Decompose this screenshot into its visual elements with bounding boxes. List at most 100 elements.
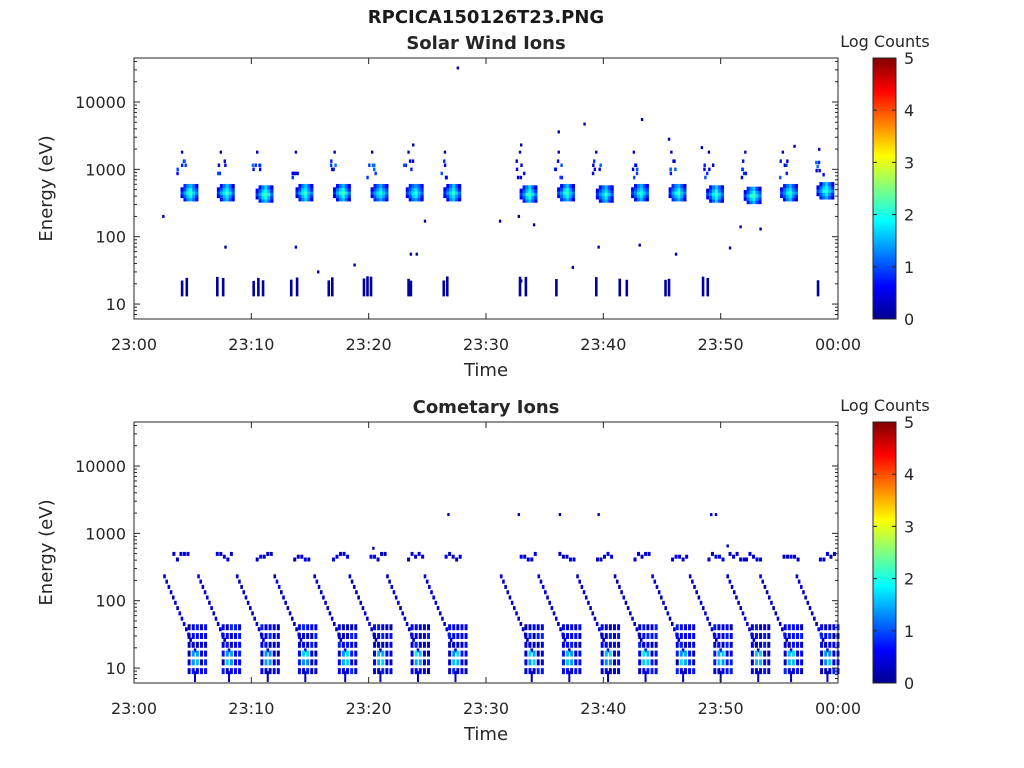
sw-proton-cell <box>382 193 386 199</box>
dispersion-cell <box>445 627 449 632</box>
low-energy-cell <box>306 650 310 657</box>
low-energy-cell <box>763 641 767 648</box>
low-energy-cell <box>644 671 647 683</box>
low-energy-cell <box>276 641 280 648</box>
sw-alpha-cell <box>704 175 707 180</box>
dispersion-cell <box>428 584 431 589</box>
sw-band-cell <box>752 554 756 559</box>
sw-proton-cell <box>310 193 314 199</box>
low-energy-cell <box>566 659 570 666</box>
sw-alpha-cell <box>703 167 706 172</box>
sw-proton-cell <box>568 190 573 195</box>
sw-alpha-cell <box>670 150 673 154</box>
sw-band-cell <box>533 551 537 556</box>
low-energy-cell <box>377 650 381 657</box>
low-energy-cell <box>350 650 354 657</box>
low-energy-cell <box>350 668 354 675</box>
low-energy-cell <box>790 671 793 683</box>
sw-proton-cell <box>307 193 311 199</box>
low-energy-cell <box>302 659 306 666</box>
sw-alpha-cell <box>224 163 227 168</box>
sw-proton-cell <box>709 185 713 190</box>
sw-proton-cell <box>449 197 453 202</box>
scatter-cell <box>162 214 165 218</box>
low-energy-cell <box>204 633 208 640</box>
low-energy-cell <box>448 650 452 657</box>
low-energy-cell <box>646 633 650 640</box>
low-energy-cell <box>346 641 350 648</box>
dispersion-cell <box>660 595 663 600</box>
low-energy-cell <box>225 633 229 640</box>
low-energy-cell <box>642 633 646 640</box>
dispersion-cell <box>290 616 294 621</box>
dispersion-cell <box>606 648 610 653</box>
sw-proton-cell <box>598 185 602 190</box>
low-energy-cell <box>416 671 419 683</box>
sw-proton-cell <box>604 198 608 203</box>
sw-proton-cell <box>752 190 756 195</box>
low-energy-cell <box>679 641 683 648</box>
low-energy-cell <box>600 641 604 648</box>
sw-proton-cell <box>446 193 450 199</box>
sw-alpha-cell <box>560 175 564 180</box>
dispersion-cell <box>374 637 378 642</box>
sw-proton-cell <box>295 190 299 195</box>
low-energy-cell <box>460 624 464 631</box>
dispersion-cell <box>802 590 805 595</box>
low-energy-cell <box>524 633 528 640</box>
sw-proton-cell <box>455 193 459 199</box>
dispersion-cell <box>394 595 398 600</box>
low-energy-cell <box>754 650 758 657</box>
sw-proton-cell <box>825 182 829 187</box>
low-energy-cell <box>448 641 452 648</box>
sw-proton-cell <box>788 190 793 195</box>
low-energy-cell <box>302 641 306 648</box>
dispersion-cell <box>280 590 283 595</box>
low-energy-cell <box>194 671 197 683</box>
scatter-cell <box>739 225 742 229</box>
low-energy-cell <box>272 624 276 631</box>
sw-alpha-cell <box>252 167 255 172</box>
sw-alpha-cell <box>219 150 223 154</box>
low-energy-cell <box>199 641 203 648</box>
low-energy-cell <box>379 671 382 683</box>
low-energy-cell <box>828 624 832 631</box>
dispersion-cell <box>176 606 179 611</box>
low-energy-cell <box>832 668 836 675</box>
low-energy-cell <box>683 650 687 657</box>
sw-proton-cell <box>785 183 790 189</box>
sw-proton-cell <box>449 190 453 195</box>
dispersion-cell <box>423 574 427 579</box>
sw-proton-cell <box>714 188 719 193</box>
sw-proton-cell <box>531 191 535 197</box>
low-energy-cell <box>221 668 225 675</box>
low-energy-cell <box>187 650 191 657</box>
sw-proton-cell <box>712 198 716 203</box>
sw-proton-cell <box>642 187 646 192</box>
low-energy-cell <box>561 668 565 675</box>
sw-proton-cell <box>752 196 756 201</box>
low-energy-cell <box>750 641 754 648</box>
sw-proton-cell <box>270 185 274 190</box>
sw-alpha-cell <box>631 167 635 172</box>
dispersion-cell <box>626 606 630 611</box>
y-tick-label: 100 <box>95 592 126 611</box>
sw-proton-cell <box>794 197 798 202</box>
sw-proton-cell <box>264 195 268 200</box>
sw-proton-cell <box>706 188 710 193</box>
low-energy-cell <box>604 650 608 657</box>
scatter-cell <box>726 544 729 548</box>
low-energy-cell <box>191 668 195 675</box>
low-energy-cell <box>796 668 800 675</box>
low-energy-cell <box>410 650 414 657</box>
low-energy-cell <box>717 668 721 675</box>
sw-band-cell <box>818 557 822 562</box>
sw-alpha-cell <box>740 175 744 180</box>
low-energy-cell <box>310 650 314 657</box>
dispersion-cell <box>795 574 799 579</box>
low-energy-cell <box>719 671 722 683</box>
dispersion-cell <box>664 606 667 611</box>
dispersion-cell <box>282 595 285 600</box>
sw-alpha-cell <box>258 163 261 168</box>
low-energy-cell <box>452 659 456 666</box>
